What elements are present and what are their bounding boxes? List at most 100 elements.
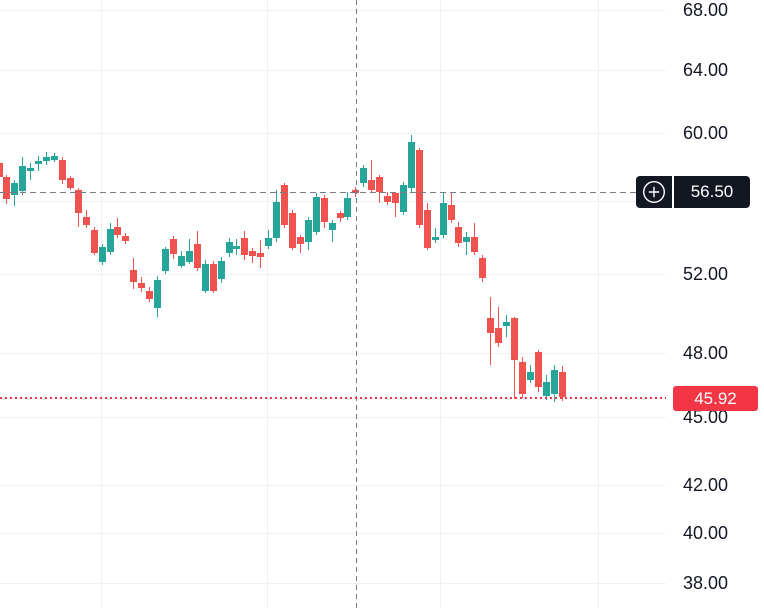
price-axis-label: 40.00 xyxy=(683,522,729,543)
horizontal-gridline xyxy=(0,353,666,355)
candle xyxy=(320,197,328,222)
candle-wick xyxy=(434,228,436,244)
candle xyxy=(312,197,320,232)
candle xyxy=(35,160,43,164)
horizontal-gridline xyxy=(0,274,666,276)
price-axis-label: 60.00 xyxy=(683,123,729,144)
horizontal-gridline xyxy=(0,69,666,71)
candle xyxy=(162,249,169,271)
candle xyxy=(384,196,392,202)
candle xyxy=(392,193,399,203)
candle xyxy=(415,150,423,226)
candle xyxy=(439,203,447,236)
candle xyxy=(265,238,273,247)
candle xyxy=(447,204,455,220)
candle xyxy=(376,176,384,192)
price-axis[interactable]: 68.00 64.00 60.00 52.00 48.00 45.00 42.00 40.00… xyxy=(666,0,764,608)
candle-wick xyxy=(299,235,301,254)
vertical-gridline xyxy=(440,0,441,608)
horizontal-gridline xyxy=(0,416,666,418)
candle xyxy=(241,238,249,255)
candle-wick xyxy=(498,306,500,347)
candle xyxy=(154,279,162,308)
candle xyxy=(3,176,11,199)
horizontal-gridline xyxy=(0,484,666,486)
candle xyxy=(130,269,138,282)
candle xyxy=(66,178,74,188)
vertical-gridline xyxy=(598,0,599,608)
candle xyxy=(114,227,122,236)
candle xyxy=(43,156,51,161)
crosshair-price-badge: 56.50 xyxy=(636,176,750,208)
candle xyxy=(479,257,487,278)
candle xyxy=(225,242,233,254)
last-price-badge: 45.92 xyxy=(673,386,758,411)
candle xyxy=(423,210,431,249)
candle xyxy=(296,237,304,245)
candle xyxy=(328,222,336,230)
candle xyxy=(288,213,296,249)
candle xyxy=(407,142,415,188)
candle xyxy=(0,162,3,177)
candle xyxy=(19,166,27,191)
price-axis-label: 52.00 xyxy=(683,264,729,285)
candle xyxy=(463,237,471,242)
crosshair-vertical-line xyxy=(356,0,357,608)
candle xyxy=(146,290,154,299)
candle xyxy=(217,260,225,279)
candle xyxy=(281,185,288,226)
horizontal-gridline xyxy=(0,133,666,135)
horizontal-gridline xyxy=(0,201,666,203)
candle xyxy=(344,197,352,217)
add-alert-button[interactable] xyxy=(636,176,672,208)
candle xyxy=(90,230,98,254)
candle xyxy=(82,217,90,226)
candle-wick xyxy=(331,220,333,242)
horizontal-gridline xyxy=(0,532,666,534)
candle xyxy=(503,321,510,326)
candle xyxy=(399,185,407,212)
vertical-gridline xyxy=(101,0,102,608)
candle xyxy=(487,317,495,333)
last-price-label: 45.92 xyxy=(694,388,737,408)
candle xyxy=(352,190,360,194)
candle xyxy=(138,283,146,288)
candle xyxy=(471,237,479,252)
candle xyxy=(249,251,257,256)
chart-plot-area[interactable] xyxy=(0,0,666,608)
price-axis-label: 45.00 xyxy=(683,406,729,427)
candle-wick xyxy=(395,192,396,218)
price-axis-label: 38.00 xyxy=(683,573,729,594)
candle xyxy=(193,244,201,268)
candle xyxy=(558,371,566,397)
candle xyxy=(431,237,439,240)
price-axis-label: 48.00 xyxy=(683,343,729,364)
candle-wick xyxy=(506,314,507,337)
candle xyxy=(185,251,193,262)
candle xyxy=(74,190,82,214)
candle xyxy=(98,247,106,262)
candle xyxy=(534,351,542,388)
candle xyxy=(177,256,185,266)
candle xyxy=(11,182,19,195)
candle xyxy=(518,361,526,395)
candle xyxy=(209,263,217,291)
candle xyxy=(257,253,265,257)
candle xyxy=(495,327,503,343)
candle xyxy=(170,239,177,254)
horizontal-gridline xyxy=(0,10,666,11)
candle xyxy=(233,246,241,249)
candle xyxy=(368,180,376,190)
plus-in-circle-icon xyxy=(642,180,666,204)
price-axis-label: 42.00 xyxy=(683,474,729,495)
crosshair-price-label: 56.50 xyxy=(690,182,734,201)
price-axis-label: 64.00 xyxy=(683,59,729,80)
crosshair-horizontal-line xyxy=(0,192,666,193)
candle xyxy=(304,220,312,242)
candle-wick xyxy=(466,232,468,255)
candle xyxy=(550,369,558,395)
last-price-line xyxy=(0,397,666,399)
candle xyxy=(201,263,209,291)
candle xyxy=(510,317,518,360)
